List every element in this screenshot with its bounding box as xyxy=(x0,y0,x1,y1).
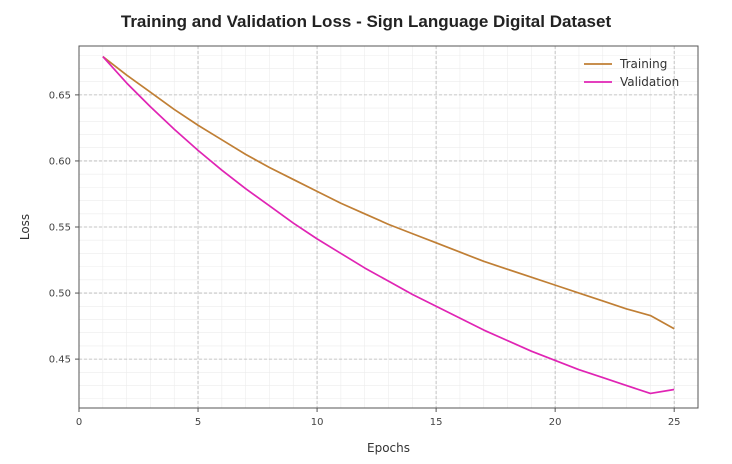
x-tick-label: 25 xyxy=(668,417,681,428)
series-line-validation xyxy=(102,56,675,395)
legend-label-training: Training xyxy=(619,57,667,71)
series-line-training xyxy=(102,55,675,330)
y-tick-label: 0.50 xyxy=(49,289,71,300)
x-axis: 0 5 10 15 20 25 xyxy=(76,408,681,428)
major-grid xyxy=(79,46,698,408)
y-tick-label: 0.45 xyxy=(49,355,71,366)
y-tick-label: 0.65 xyxy=(49,90,71,101)
y-axis-label: Loss xyxy=(18,214,32,240)
x-tick-label: 10 xyxy=(311,417,324,428)
legend: Training Validation xyxy=(584,57,679,89)
x-tick-label: 20 xyxy=(549,417,562,428)
x-tick-label: 5 xyxy=(195,417,201,428)
series-lines xyxy=(102,55,675,395)
x-axis-label: Epochs xyxy=(367,441,410,455)
chart-title: Training and Validation Loss - Sign Lang… xyxy=(120,12,612,31)
y-tick-label: 0.60 xyxy=(49,156,71,167)
x-tick-label: 0 xyxy=(76,417,82,428)
y-axis: 0.45 0.50 0.55 0.60 0.65 xyxy=(49,90,79,366)
x-tick-label: 15 xyxy=(430,417,443,428)
legend-label-validation: Validation xyxy=(620,75,679,89)
y-tick-label: 0.55 xyxy=(49,223,71,234)
